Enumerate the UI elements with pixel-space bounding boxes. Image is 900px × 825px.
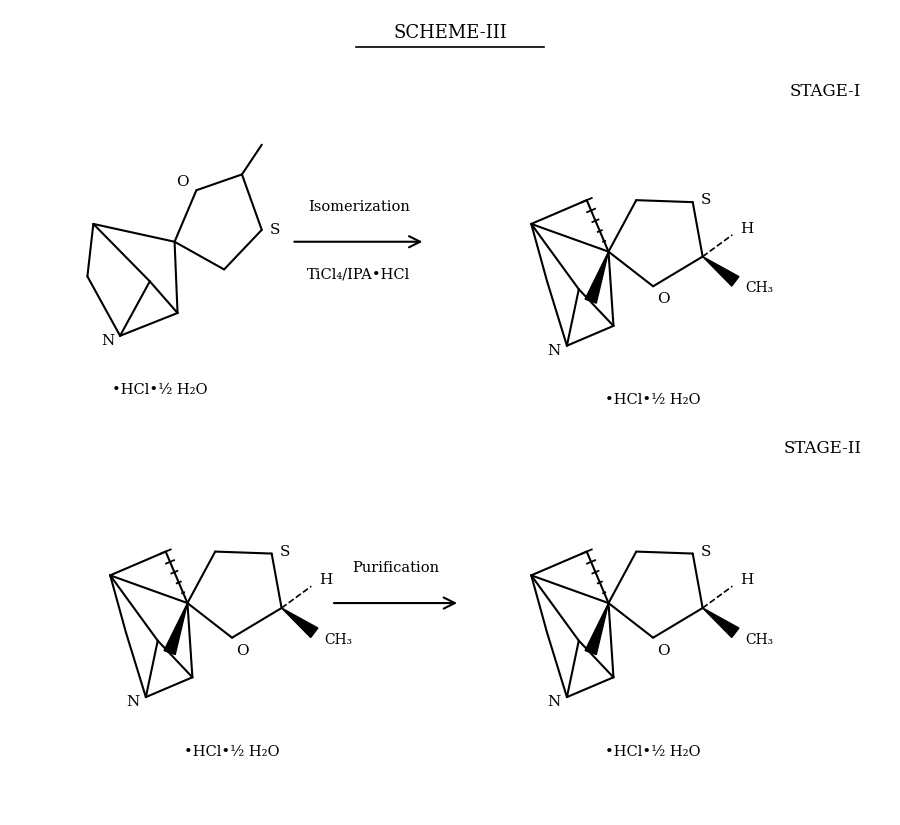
Text: H: H	[741, 573, 754, 587]
Text: Purification: Purification	[352, 561, 439, 575]
Text: N: N	[126, 695, 140, 709]
Text: •HCl•½ H₂O: •HCl•½ H₂O	[112, 384, 208, 397]
Polygon shape	[164, 603, 187, 654]
Text: Isomerization: Isomerization	[308, 200, 410, 214]
Polygon shape	[585, 252, 608, 303]
Text: H: H	[741, 222, 754, 236]
Text: CH₃: CH₃	[324, 633, 352, 647]
Text: •HCl•½ H₂O: •HCl•½ H₂O	[606, 394, 701, 407]
Polygon shape	[703, 608, 739, 638]
Text: O: O	[176, 176, 189, 190]
Text: O: O	[236, 644, 248, 658]
Text: •HCl•½ H₂O: •HCl•½ H₂O	[184, 744, 280, 758]
Text: N: N	[547, 344, 561, 357]
Text: CH₃: CH₃	[745, 633, 773, 647]
Polygon shape	[585, 603, 608, 654]
Text: N: N	[547, 695, 561, 709]
Text: S: S	[279, 544, 290, 559]
Text: N: N	[102, 334, 115, 347]
Text: O: O	[657, 292, 670, 306]
Text: •HCl•½ H₂O: •HCl•½ H₂O	[606, 744, 701, 758]
Text: STAGE-I: STAGE-I	[790, 83, 861, 101]
Polygon shape	[703, 257, 739, 286]
Text: STAGE-II: STAGE-II	[783, 440, 861, 457]
Text: S: S	[269, 223, 280, 237]
Text: SCHEME-III: SCHEME-III	[393, 24, 507, 42]
Text: H: H	[320, 573, 333, 587]
Text: TiCl₄/IPA•HCl: TiCl₄/IPA•HCl	[307, 267, 410, 281]
Text: CH₃: CH₃	[745, 281, 773, 295]
Text: S: S	[700, 193, 711, 207]
Polygon shape	[282, 608, 318, 638]
Text: O: O	[657, 644, 670, 658]
Text: S: S	[700, 544, 711, 559]
